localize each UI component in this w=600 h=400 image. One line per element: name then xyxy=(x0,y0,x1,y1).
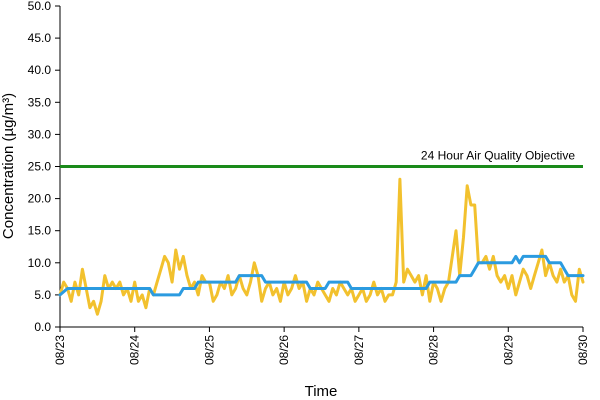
y-tick-label: 10.0 xyxy=(28,256,52,270)
x-tick-label: 08/28 xyxy=(427,335,441,365)
series-line-1 xyxy=(58,177,585,316)
y-tick-label: 15.0 xyxy=(28,224,52,238)
reference-line-label: 24 Hour Air Quality Objective xyxy=(421,149,575,163)
y-tick-label: 40.0 xyxy=(28,63,52,77)
y-tick-label: 35.0 xyxy=(28,95,52,109)
y-tick-label: 5.0 xyxy=(34,288,51,302)
x-tick-label: 08/24 xyxy=(128,335,142,365)
x-tick-label: 08/29 xyxy=(501,335,515,365)
x-axis-ticks: 08/23 08/24 08/25 08/26 08/27 08/28 08/29 08/30 xyxy=(53,327,590,365)
reference-line-group: 24 Hour Air Quality Objective xyxy=(60,149,583,168)
x-tick-label: 08/23 xyxy=(53,335,67,365)
y-axis-ticks: 0.0 5.0 10.0 15.0 20.0 25.0 30.0 35.0 40.0 45.0 50… xyxy=(28,0,60,334)
x-tick-label: 08/25 xyxy=(202,335,216,365)
y-tick-label: 25.0 xyxy=(28,160,52,174)
y-tick-label: 45.0 xyxy=(28,31,52,45)
y-axis-title: Concentration (µg/m³) xyxy=(0,93,17,239)
y-tick-label: 50.0 xyxy=(28,0,52,13)
y-tick-label: 0.0 xyxy=(34,320,51,334)
y-tick-label: 30.0 xyxy=(28,127,52,141)
series-line-2 xyxy=(58,254,585,297)
y-tick-label: 20.0 xyxy=(28,192,52,206)
x-tick-label: 08/27 xyxy=(352,335,366,365)
x-tick-label: 08/26 xyxy=(277,335,291,365)
x-axis-title: Time xyxy=(305,383,338,400)
x-tick-label: 08/30 xyxy=(576,335,590,365)
data-series xyxy=(58,177,585,316)
